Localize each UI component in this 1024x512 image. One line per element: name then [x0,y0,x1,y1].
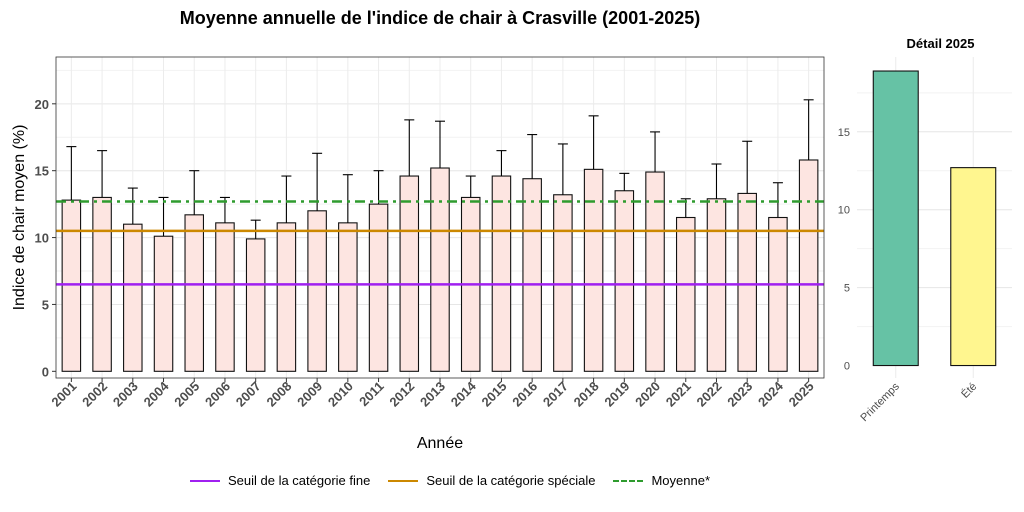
legend-item-moyenne: Moyenne* [613,473,710,488]
bar-2015 [491,175,512,372]
y-tick-label: 0 [42,364,49,379]
x-tick-label-2014: 2014 [448,378,480,410]
inset-y-tick-label: 10 [838,205,850,217]
bar-2008 [276,222,297,372]
bar-2011 [368,203,389,372]
bar-2005 [184,214,205,372]
x-tick-label-2005: 2005 [171,379,202,410]
inset-bar-Printemps [872,70,919,367]
bar-2021 [675,216,696,372]
inset-x-tick-label-Printemps: Printemps [858,380,902,424]
bar-2016 [522,178,542,372]
bar-2009 [307,210,327,372]
x-tick-label-2013: 2013 [417,379,448,410]
x-tick-label-2009: 2009 [294,379,325,410]
x-tick-label-2002: 2002 [79,379,110,410]
x-tick-label-2003: 2003 [110,379,141,410]
bar-2010 [338,222,358,372]
y-axis-title: Indice de chair moyen (%) [11,125,28,311]
legend-item-fine: Seuil de la catégorie fine [189,473,371,488]
bar-2018 [583,168,604,372]
inset-x-tick-label-Été: Été [959,380,980,401]
legend-swatch-speciale [388,479,419,482]
x-tick-label-2020: 2020 [632,379,663,410]
bar-2025 [798,159,819,372]
x-tick-label-2010: 2010 [325,379,356,410]
x-tick-label-2012: 2012 [386,379,417,410]
bar-2006 [215,222,235,372]
x-axis-title: Année [417,435,463,452]
inset-y-tick-label: 15 [838,127,850,139]
y-tick-label: 5 [42,297,49,312]
legend: Seuil de la catégorie fine Seuil de la c… [0,473,900,488]
x-tick-label-2019: 2019 [601,379,632,410]
x-tick-label-2023: 2023 [724,379,755,410]
bar-2024 [768,216,788,372]
bar-2023 [737,192,757,372]
inset-bar-Été [950,167,997,367]
legend-label-fine: Seuil de la catégorie fine [227,473,371,488]
bar-2012 [399,175,420,372]
x-tick-label-2022: 2022 [694,379,725,410]
x-tick-label-2018: 2018 [571,379,602,410]
inset-title: Détail 2025 [907,36,975,51]
legend-label-speciale: Seuil de la catégorie spéciale [426,473,596,488]
x-tick-label-2008: 2008 [263,379,294,410]
x-tick-label-2017: 2017 [540,379,571,410]
x-tick-label-2004: 2004 [141,378,173,410]
bar-2019 [614,190,635,372]
x-tick-label-2024: 2024 [755,378,787,410]
x-tick-label-2025: 2025 [786,379,817,410]
legend-item-speciale: Seuil de la catégorie spéciale [388,473,595,488]
bar-2007 [245,238,266,372]
bar-2004 [153,235,174,372]
y-tick-label: 10 [35,231,49,246]
x-tick-label-2011: 2011 [356,379,387,410]
x-tick-label-2007: 2007 [233,379,264,410]
inset-y-tick-label: 5 [844,283,850,295]
x-tick-label-2021: 2021 [663,379,694,410]
chart-title: Moyenne annuelle de l'indice de chair à … [179,8,701,28]
bar-2013 [430,167,450,372]
y-tick-label: 20 [35,97,49,112]
x-tick-label-2015: 2015 [479,379,510,410]
legend-swatch-moyenne [613,479,644,482]
inset-y-tick-label: 0 [844,361,850,373]
x-tick-label-2016: 2016 [509,379,540,410]
bar-2003 [123,223,143,372]
x-tick-label-2006: 2006 [202,379,233,410]
legend-swatch-fine [189,479,220,482]
bar-2017 [553,194,573,372]
bar-2001 [61,199,82,372]
legend-label-moyenne: Moyenne* [651,473,711,488]
x-tick-label-2001: 2001 [48,379,79,410]
y-tick-label: 15 [35,164,49,179]
